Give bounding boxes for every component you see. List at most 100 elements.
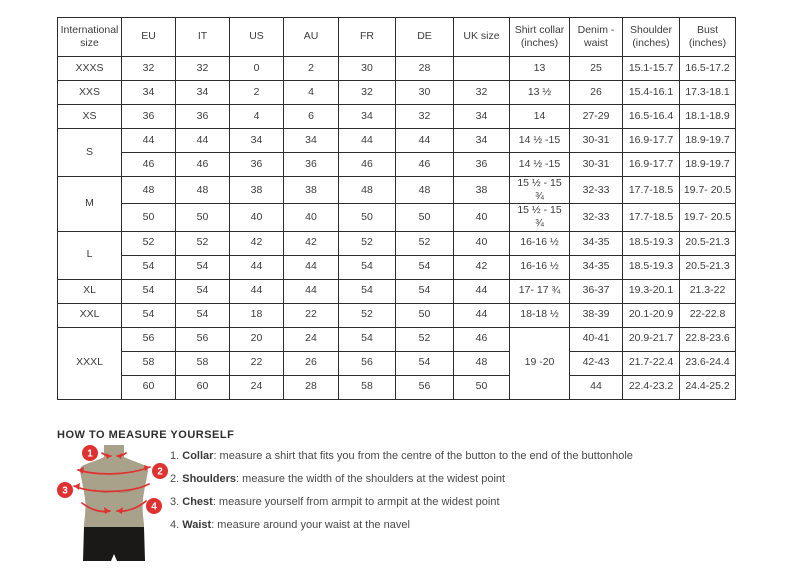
table-cell: 40 <box>453 230 510 256</box>
table-cell: 38-39 <box>569 302 623 328</box>
table-cell: 60 <box>121 374 176 400</box>
svg-text:3: 3 <box>62 486 68 497</box>
size-chart-table: International size EU IT US AU FR DE UK … <box>57 17 736 400</box>
table-cell: 24 <box>283 326 339 352</box>
table-row: XL 54 54 44 44 54 54 44 17- 17 ¾ 36-37 1… <box>57 278 736 304</box>
table-cell: 54 <box>338 278 396 304</box>
instruction-text: : measure a shirt that fits you from the… <box>213 450 633 462</box>
table-cell: 54 <box>338 326 396 352</box>
table-cell: 50 <box>395 203 454 232</box>
badge-2: 2 <box>152 463 168 479</box>
table-row: S 44 44 34 34 44 44 34 14 ½ -15 30-31 16… <box>57 128 736 177</box>
table-cell: 56 <box>175 326 230 352</box>
table-cell: 34 <box>338 104 396 129</box>
table-cell: 14 ½ -15 <box>509 152 570 177</box>
table-cell: 56 <box>121 326 176 352</box>
table-cell: 26 <box>283 350 339 376</box>
table-cell: 15 ½ - 15 ¾ <box>509 175 570 205</box>
table-cell: 21.3-22 <box>679 278 736 304</box>
column-header-de: DE <box>395 17 454 57</box>
instruction-keyword: Chest <box>182 496 213 509</box>
table-cell: 44 <box>453 302 510 328</box>
table-cell: 17.7-18.5 <box>622 175 680 205</box>
svg-text:2: 2 <box>157 467 163 478</box>
header-row: International size EU IT US AU FR DE UK … <box>57 17 736 57</box>
table-cell: 2 <box>283 56 339 81</box>
table-cell: 54 <box>395 350 454 376</box>
table-cell: 15 ½ - 15 ¾ <box>509 203 570 232</box>
table-cell: 0 <box>229 56 284 81</box>
size-group-label: XXS <box>57 80 122 105</box>
table-cell: 34-35 <box>569 254 623 280</box>
table-cell: 44 <box>175 128 230 153</box>
table-cell: 14 <box>509 104 570 129</box>
table-cell: 32 <box>453 80 510 105</box>
table-cell: 22.4-23.2 <box>622 374 680 400</box>
table-cell: 13 <box>509 56 570 81</box>
table-cell: 15.4-16.1 <box>622 80 680 105</box>
table-cell: 22 <box>229 350 284 376</box>
table-cell: 40 <box>283 203 339 232</box>
table-cell: 50 <box>175 203 230 232</box>
table-cell: 15.1-15.7 <box>622 56 680 81</box>
table-cell: 52 <box>175 230 230 256</box>
column-header-international-size: International size <box>57 17 122 57</box>
table-row: 60 60 24 28 58 56 50 44 22.4-23.2 24.4-2… <box>58 374 736 400</box>
table-cell: 52 <box>395 230 454 256</box>
table-cell: 30-31 <box>569 152 623 177</box>
table-cell: 36 <box>121 104 176 129</box>
table-cell: 34 <box>283 128 339 153</box>
table-cell: 18.1-18.9 <box>679 104 736 129</box>
table-row: 54 54 44 44 54 54 42 16-16 ½ 34-35 18.5-… <box>58 254 736 280</box>
measurement-figure: 1 2 3 4 <box>56 444 170 566</box>
table-cell: 46 <box>395 152 454 177</box>
table-cell: 44 <box>283 254 339 280</box>
column-header-shoulder: Shoulder (inches) <box>622 17 680 57</box>
table-cell: 52 <box>338 302 396 328</box>
table-cell: 36 <box>283 152 339 177</box>
table-cell: 54 <box>175 254 230 280</box>
table-cell: 20.1-20.9 <box>622 302 680 328</box>
table-cell: 54 <box>175 278 230 304</box>
table-cell: 40 <box>229 203 284 232</box>
instruction-number: 1. <box>170 450 180 462</box>
table-cell: 20 <box>229 326 284 352</box>
table-cell: 32 <box>338 80 396 105</box>
table-cell: 58 <box>121 350 176 376</box>
table-cell: 38 <box>283 175 339 205</box>
table-cell: 54 <box>338 254 396 280</box>
table-cell: 54 <box>395 254 454 280</box>
table-row: 46 46 36 36 46 46 36 14 ½ -15 30-31 16.9… <box>58 152 736 177</box>
size-group-label: XL <box>57 278 122 304</box>
table-row: M 48 48 38 38 48 48 38 15 ½ - 15 ¾ 32-33… <box>57 175 736 232</box>
table-cell: 42 <box>453 254 510 280</box>
table-cell: 23.6-24.4 <box>679 350 736 376</box>
table-cell: 48 <box>121 175 176 205</box>
table-cell: 30 <box>395 80 454 105</box>
table-cell: 34 <box>453 104 510 129</box>
table-cell: 50 <box>338 203 396 232</box>
table-cell: 48 <box>338 175 396 205</box>
table-cell: 32 <box>175 56 230 81</box>
table-cell: 32-33 <box>569 203 623 232</box>
table-cell: 18 <box>229 302 284 328</box>
table-cell: 36 <box>175 104 230 129</box>
how-to-measure-title: HOW TO MEASURE YOURSELF <box>57 429 235 441</box>
size-group-label: XXL <box>57 302 122 328</box>
table-cell: 20.9-21.7 <box>622 326 680 352</box>
table-cell: 20.5-21.3 <box>679 230 736 256</box>
table-cell: 42 <box>229 230 284 256</box>
table-cell: 24 <box>229 374 284 400</box>
column-header-uk-size: UK size <box>453 17 510 57</box>
table-cell: 34 <box>175 80 230 105</box>
instruction-number: 2. <box>170 473 180 486</box>
table-cell: 52 <box>121 230 176 256</box>
table-cell: 44 <box>569 374 623 400</box>
table-cell: 46 <box>121 152 176 177</box>
table-cell: 21.7-22.4 <box>622 350 680 376</box>
table-cell: 58 <box>338 374 396 400</box>
table-cell: 22.8-23.6 <box>679 326 736 352</box>
table-cell: 50 <box>453 374 510 400</box>
chest-arrow <box>73 483 150 493</box>
table-cell: 19.7- 20.5 <box>679 203 736 232</box>
